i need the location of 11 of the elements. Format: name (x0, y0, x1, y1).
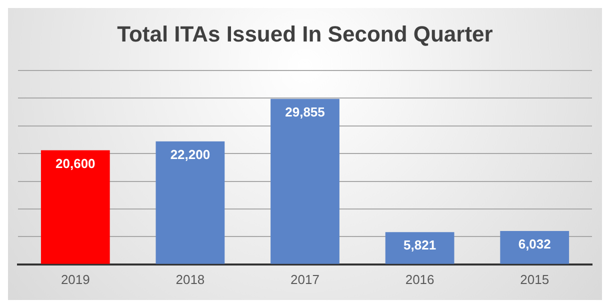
x-tick-label: 2016 (405, 272, 434, 287)
x-tick-label: 2018 (176, 272, 205, 287)
data-label: 5,821 (404, 238, 436, 253)
x-tick-label: 2015 (520, 272, 550, 287)
chart-title: Total ITAs Issued In Second Quarter (117, 21, 494, 46)
data-label: 29,855 (285, 104, 325, 120)
data-label: 20,600 (56, 156, 96, 171)
x-tick-label: 2017 (290, 272, 320, 287)
data-label: 22,200 (170, 146, 210, 162)
data-label: 6,032 (518, 236, 551, 252)
x-tick-label: 2019 (60, 272, 90, 287)
